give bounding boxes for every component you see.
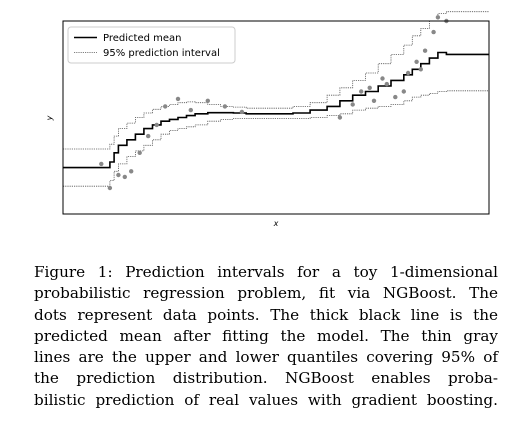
data-point [401,89,406,94]
caption-line-7: bilistic prediction of real values with … [34,390,498,409]
data-point [418,67,423,72]
data-point [154,122,159,128]
data-point [435,15,441,20]
data-point [431,29,436,35]
data-point [222,104,228,109]
figure: x y Predicted mean 95% prediction interv… [45,11,490,228]
legend-interval-label: 95% prediction interval [103,48,220,59]
data-point [393,94,398,100]
legend: Predicted mean 95% prediction interval [67,26,236,64]
legend-box [67,26,236,64]
y-axis-label: y [45,115,54,121]
caption-line-4: predicted mean after fitting the model. … [34,326,498,345]
data-point [205,98,210,104]
data-point [422,48,428,53]
data-point [146,133,151,139]
caption-line-3: dots represent data points. The thick bl… [34,305,498,324]
data-point [414,59,419,64]
chart-svg: x y Predicted mean 95% prediction interv… [45,11,490,228]
data-point [405,70,411,76]
data-point [350,102,355,107]
caption-line-5: lines are the upper and lower quantiles … [34,348,498,367]
series-lower-interval-line [63,90,489,187]
data-point [137,150,142,155]
x-axis-label: x [273,219,279,228]
data-point [239,109,245,115]
caption-line-1: Figure 1: Prediction intervals for a toy… [34,263,498,281]
figure-caption: Figure 1: Prediction intervals for a toy… [34,262,498,411]
data-point [359,89,364,94]
caption-line-6: the prediction distribution. NGBoost ena… [34,369,498,388]
data-point [129,169,134,174]
data-point [116,172,121,178]
legend-mean-label: Predicted mean [103,33,181,44]
data-point [337,115,343,120]
data-point [122,174,128,180]
data-point [107,185,113,191]
plot-frame [62,20,490,215]
data-point [367,85,372,91]
data-point [99,161,104,167]
data-point [175,96,181,102]
data-point [163,104,168,109]
data-point [188,107,193,113]
series-upper-interval-line [63,11,489,150]
data-point [371,98,377,104]
data-point [384,81,389,87]
data-point [380,76,385,81]
series-predicted-mean-line [63,51,489,169]
plot-layer [63,11,489,191]
caption-line-2: probabilistic regression problem, fit vi… [34,284,498,303]
